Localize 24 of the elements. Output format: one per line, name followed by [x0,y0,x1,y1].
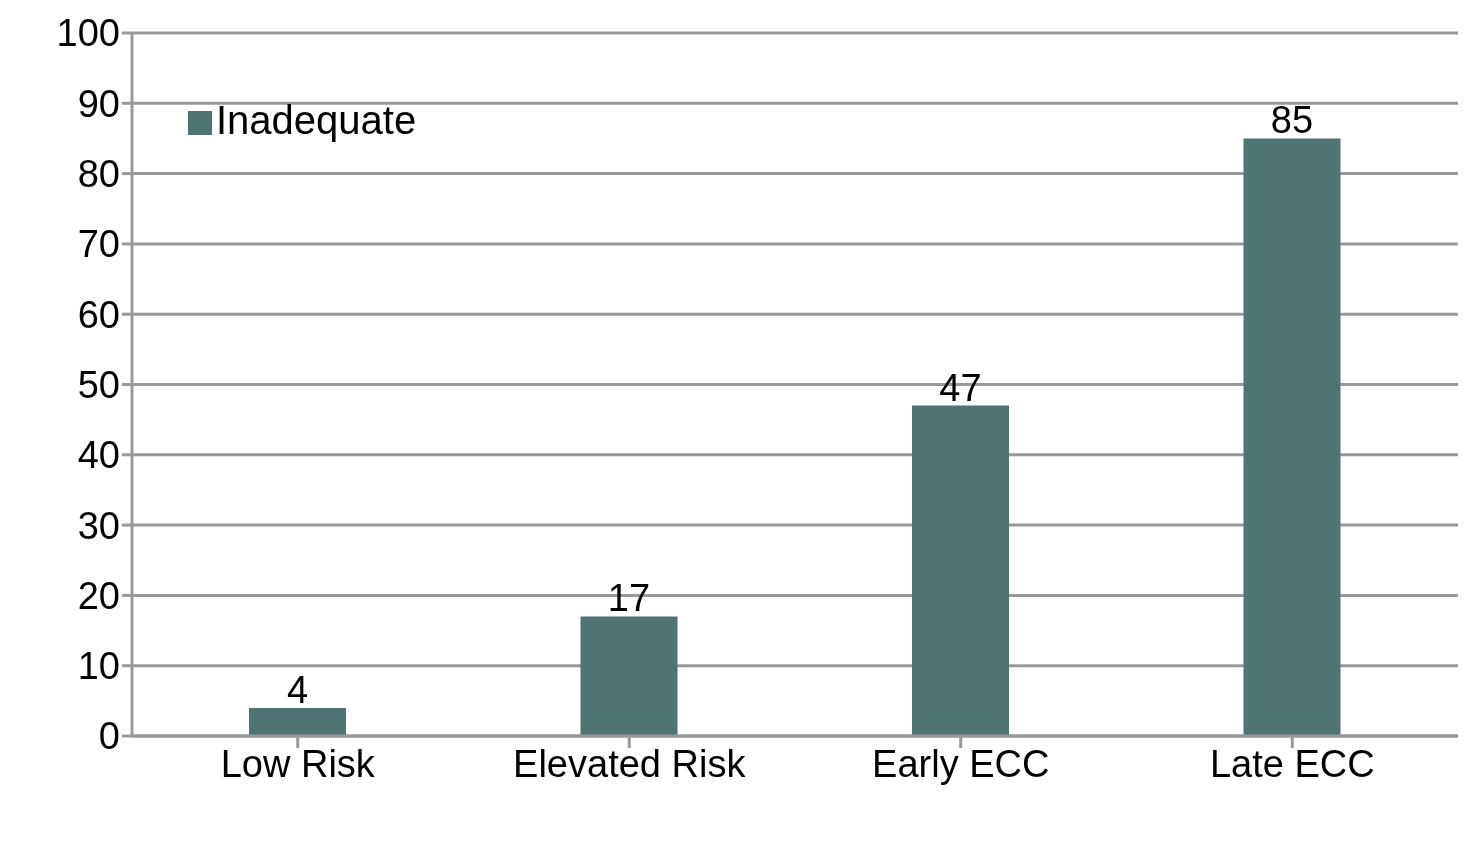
x-tick-label: Late ECC [1209,742,1375,785]
legend-label: Inadequate [216,98,417,142]
y-tick-label: 20 [77,574,120,617]
y-tick-label: 80 [77,153,120,196]
y-tick-label: 70 [77,223,120,266]
data-label: 85 [1270,99,1314,142]
y-tick-label: 50 [77,363,120,406]
x-tick-label: Elevated Risk [513,742,747,785]
x-tick-label: Early ECC [872,742,1050,785]
y-tick-label: 60 [77,293,120,336]
bar [580,616,678,736]
data-label: 17 [607,577,651,620]
y-tick-label: 10 [77,645,120,688]
data-label: 47 [939,366,982,409]
y-tick-label: 30 [77,504,120,547]
bar [912,405,1009,736]
y-tick-label: 90 [77,82,120,125]
y-tick-label: 100 [56,12,120,55]
bar [1243,138,1341,736]
x-tick-label: Low Risk [220,742,376,785]
bar [249,707,346,736]
y-tick-label: 40 [77,434,120,477]
data-label: 4 [286,668,309,711]
y-tick-label: 0 [98,715,120,758]
